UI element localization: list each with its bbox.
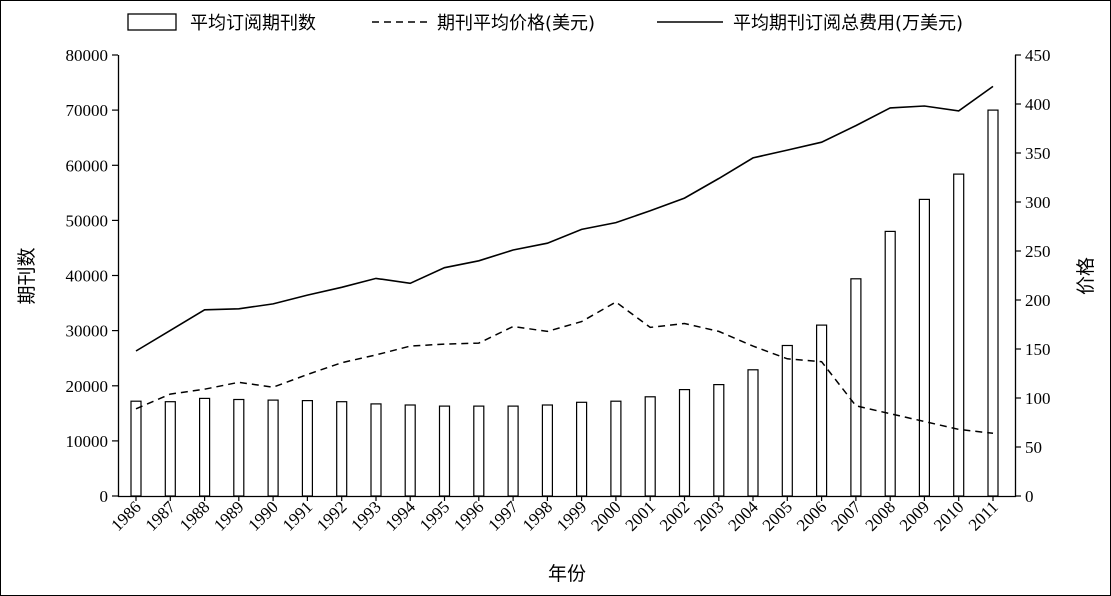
- left-tick-label: 60000: [66, 156, 109, 175]
- x-tick-label: 2008: [862, 497, 899, 534]
- bar-2005: [781, 344, 793, 497]
- bar-1993: [370, 403, 382, 497]
- x-tick-label: 2007: [827, 497, 865, 535]
- bar-2009: [918, 198, 931, 497]
- bar-2007: [850, 278, 862, 497]
- x-tick-label: 1989: [210, 497, 247, 534]
- x-tick-label: 1993: [347, 497, 384, 534]
- x-tick-label: 1999: [553, 497, 590, 534]
- bar-1990: [267, 399, 279, 497]
- x-tick-label: 2009: [896, 497, 933, 534]
- bar-2002: [678, 389, 691, 497]
- line-avg-price-series: [135, 301, 994, 435]
- legend-label-avg-price: 期刊平均价格(美元): [437, 13, 595, 34]
- x-tick-label: 1998: [519, 497, 556, 534]
- left-tick-label: 10000: [66, 432, 109, 451]
- right-tick-label: 300: [1025, 193, 1051, 212]
- left-tick-label: 50000: [66, 211, 109, 230]
- right-tick-label: 350: [1025, 144, 1051, 163]
- right-tick-label: 50: [1025, 438, 1042, 457]
- right-tick-label: 450: [1025, 46, 1051, 65]
- bar-2004: [747, 369, 759, 497]
- bar-1986: [130, 400, 142, 497]
- bar-1995: [438, 405, 451, 497]
- bar-1999: [575, 401, 588, 497]
- bar-1989: [233, 398, 245, 497]
- x-tick-label: 1986: [107, 497, 144, 534]
- x-tick-label: 2005: [759, 497, 796, 534]
- x-ticks: 1986198719881989199019911992199319941995…: [107, 496, 1002, 535]
- x-tick-label: 1992: [313, 497, 350, 534]
- legend-label-subscriptions: 平均订阅期刊数: [190, 13, 316, 34]
- right-tick-label: 0: [1025, 487, 1034, 506]
- right-tick-label: 100: [1025, 389, 1051, 408]
- bar-1992: [336, 401, 348, 497]
- x-tick-label: 1997: [484, 497, 522, 535]
- x-tick-label: 2006: [793, 497, 830, 534]
- line-total-cost-series: [135, 85, 994, 352]
- left-tick-label: 20000: [66, 377, 109, 396]
- x-tick-label: 1994: [382, 497, 420, 535]
- x-tick-label: 2010: [930, 497, 967, 534]
- legend-label-total-cost: 平均期刊订阅总费用(万美元): [733, 13, 963, 34]
- bar-2003: [713, 384, 725, 497]
- legend-bar-swatch: [127, 13, 177, 31]
- x-tick-label: 1991: [279, 497, 316, 534]
- bar-1998: [541, 404, 554, 497]
- left-tick-label: 30000: [66, 322, 109, 341]
- left-tick-label: 40000: [66, 267, 109, 286]
- lines-layer: [135, 85, 994, 435]
- bar-2011: [987, 109, 999, 497]
- x-tick-label: 2011: [965, 497, 1002, 534]
- bar-1991: [301, 400, 313, 497]
- bar-2010: [953, 173, 965, 497]
- right-tick-label: 200: [1025, 291, 1051, 310]
- right-tick-label: 400: [1025, 95, 1051, 114]
- left-tick-label: 80000: [66, 46, 109, 65]
- x-tick-label: 1996: [450, 497, 487, 534]
- x-tick-label: 2000: [587, 497, 624, 534]
- right-y-axis-title: 价格: [1075, 257, 1097, 295]
- axes-layer: [117, 55, 1017, 498]
- left-tick-label: 70000: [66, 101, 109, 120]
- x-tick-label: 2003: [690, 497, 727, 534]
- x-tick-label: 2002: [656, 497, 693, 534]
- bar-1988: [199, 397, 211, 497]
- x-tick-label: 2004: [724, 497, 762, 535]
- x-tick-label: 1990: [244, 497, 281, 534]
- right-tick-label: 250: [1025, 242, 1051, 261]
- bar-2008: [884, 230, 896, 497]
- bar-1987: [164, 401, 176, 497]
- x-tick-label: 1995: [416, 497, 453, 534]
- left-tick-label: 0: [100, 487, 109, 506]
- x-tick-label: 1988: [176, 497, 213, 534]
- x-tick-label: 1987: [142, 497, 180, 535]
- left-y-ticks: 0 10000 20000 30000 40000 50000 60000 70000 8000…: [66, 46, 118, 506]
- bar-2000: [610, 400, 622, 497]
- bar-1994: [404, 404, 416, 497]
- bar-2001: [644, 396, 656, 497]
- bar-1997: [507, 405, 519, 497]
- legend: 平均订阅期刊数 期刊平均价格(美元) 平均期刊订阅总费用(万美元): [127, 13, 963, 34]
- left-y-axis-title: 期刊数: [16, 247, 38, 304]
- bar-1996: [473, 405, 485, 497]
- bars-layer: [130, 109, 999, 497]
- right-tick-label: 150: [1025, 340, 1051, 359]
- bar-2006: [815, 324, 828, 497]
- right-y-ticks: 0 50 100 150 200 250 300 350 400 450: [1015, 46, 1051, 506]
- x-axis-title: 年份: [548, 563, 586, 585]
- x-tick-label: 2001: [622, 497, 659, 534]
